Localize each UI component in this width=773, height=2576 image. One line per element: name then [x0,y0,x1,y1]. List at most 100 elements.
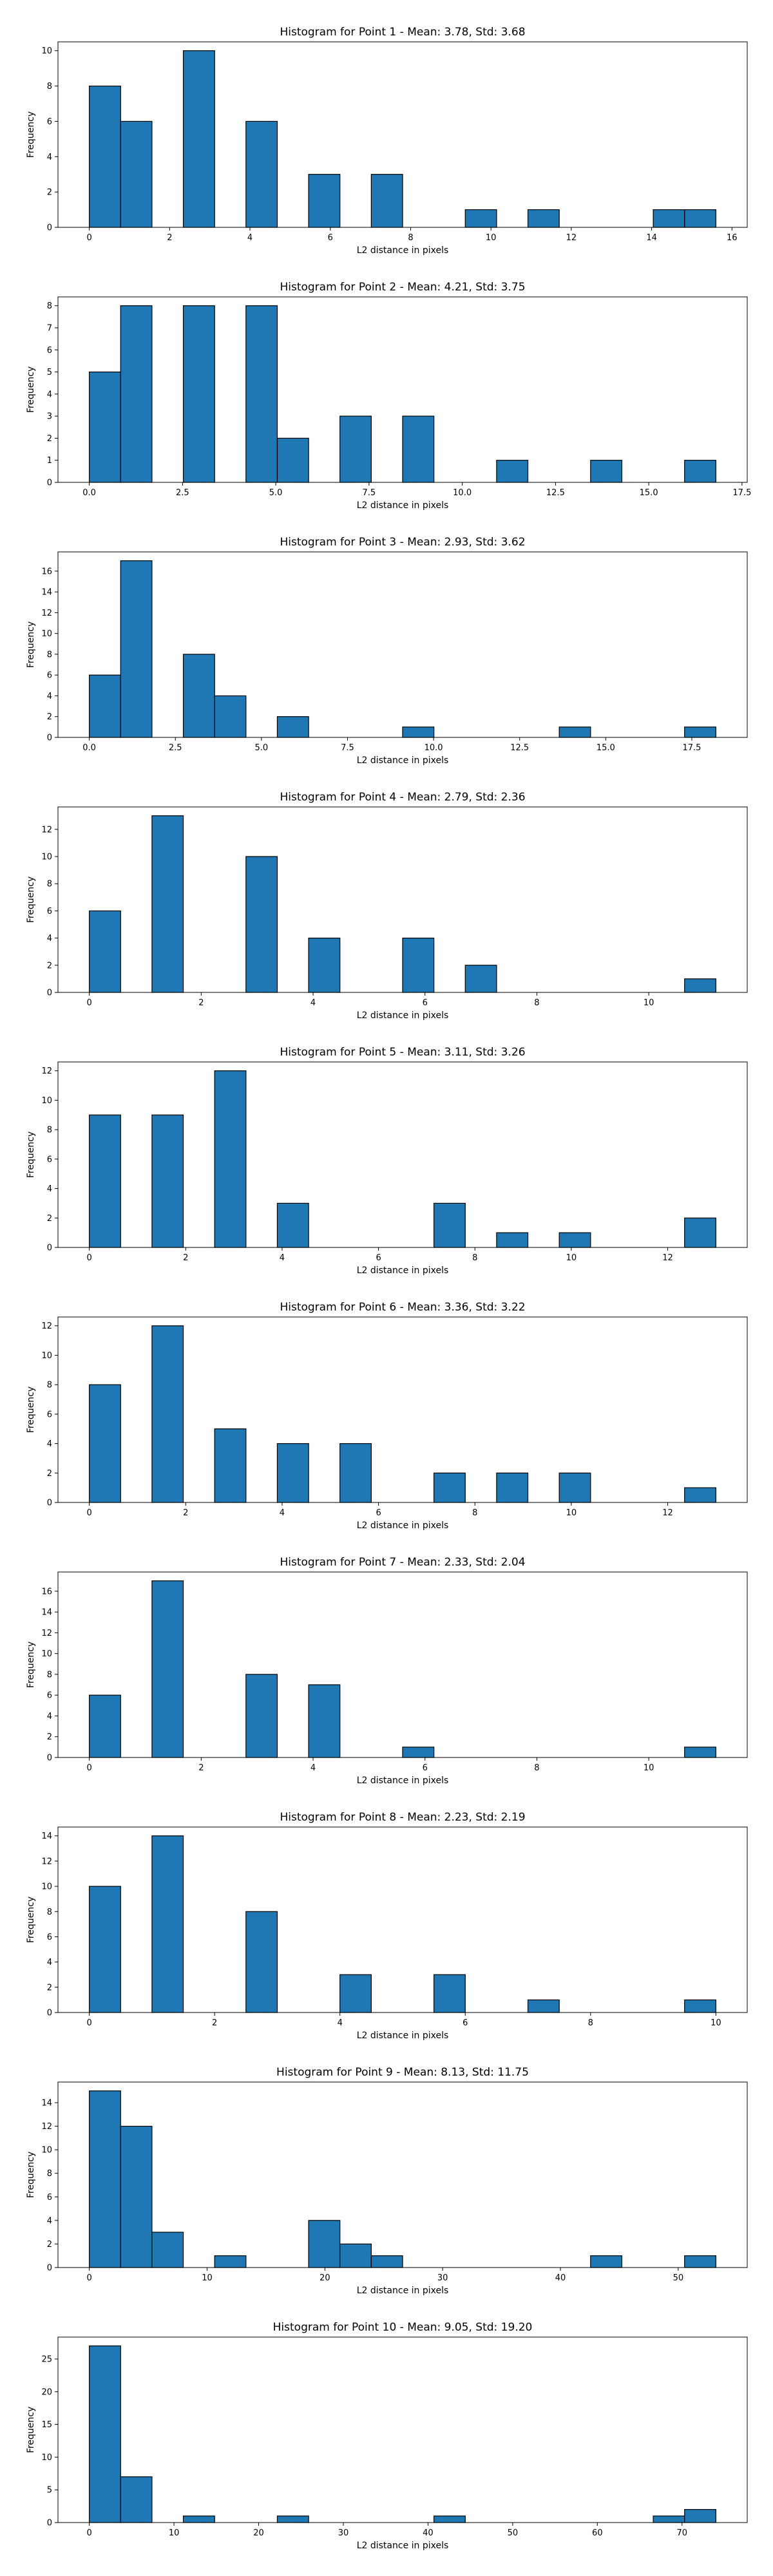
histogram-bar [89,371,121,483]
x-axis-label: L2 distance in pixels [357,2541,449,2551]
histogram-bar [496,1472,529,1503]
x-tick-label: 8 [408,233,413,243]
y-tick-label: 25 [41,2355,52,2365]
histogram-bar [558,726,591,738]
y-tick-label: 10 [41,46,52,56]
histogram-bar [89,910,121,993]
y-tick-label: 0 [47,1754,52,1763]
y-axis-label: Frequency [26,621,36,668]
x-tick-label: 8 [534,1763,539,1773]
axes-frame [57,1571,748,1758]
y-tick-label: 14 [41,1608,52,1618]
x-tick-label: 2 [183,1508,188,1518]
x-tick-label: 0.0 [82,488,96,498]
x-tick-label: 12 [662,1508,673,1518]
histogram-bar [496,460,529,483]
x-tick-label: 15.0 [640,488,658,498]
histogram-bar [527,209,560,228]
histogram-bar [590,2255,623,2268]
histogram-bar [434,1202,466,1248]
x-tick-label: 4 [310,1763,316,1773]
histogram-bar [527,1999,560,2013]
x-axis-label: L2 distance in pixels [357,500,449,511]
x-tick-label: 6 [376,1253,381,1263]
histogram-panel-5: Histogram for Point 5 - Mean: 3.11, Std:… [26,1046,748,1276]
histogram-panel-8: Histogram for Point 8 - Mean: 2.23, Std:… [26,1811,748,2041]
y-tick-label: 12 [41,2122,52,2132]
x-tick-label: 0 [86,1763,91,1773]
y-tick-label: 0 [47,2009,52,2018]
histogram-bar [89,1384,121,1503]
y-axis-label: Frequency [26,1642,36,1688]
histogram-bar [276,716,309,738]
histogram-panel-10: Histogram for Point 10 - Mean: 9.05, Std… [26,2321,748,2551]
y-axis-label: Frequency [26,876,36,923]
x-axis-label: L2 distance in pixels [357,755,449,766]
histogram-bar [89,2090,121,2268]
y-tick-label: 8 [47,2169,52,2179]
x-tick-label: 12 [566,233,577,243]
x-tick-label: 20 [253,2528,264,2538]
y-tick-label: 6 [47,2193,52,2202]
x-tick-label: 10 [202,2273,213,2283]
y-tick-label: 10 [41,1096,52,1106]
y-tick-label: 4 [47,1439,52,1449]
y-tick-label: 8 [47,82,52,91]
histogram-bar [151,1835,184,2013]
y-tick-label: 4 [47,153,52,162]
y-tick-label: 4 [47,2216,52,2226]
histogram-bar [558,1472,591,1503]
histogram-bar [402,1747,435,1758]
histogram-bar [89,1114,121,1248]
histogram-bar [653,209,685,228]
histogram-bar [151,815,184,993]
x-tick-label: 40 [555,2273,566,2283]
axes-frame [57,551,748,738]
histogram-bar [684,1999,716,2013]
x-tick-label: 8 [534,998,539,1008]
x-tick-label: 6 [423,1763,428,1773]
x-tick-label: 6 [463,2018,468,2028]
y-tick-label: 5 [47,2486,52,2496]
histogram-bar [558,1232,591,1248]
histogram-bar [402,938,435,993]
y-tick-label: 2 [47,2240,52,2249]
x-tick-label: 2.5 [176,488,189,498]
histogram-bar [89,1694,121,1758]
y-tick-label: 14 [41,1832,52,1841]
x-tick-label: 8 [588,2018,593,2028]
histogram-bar [276,1202,309,1248]
histogram-bar [245,305,278,483]
x-tick-label: 2 [198,998,204,1008]
histogram-bar [684,209,716,228]
y-tick-label: 14 [41,2099,52,2108]
histogram-bar [308,174,341,228]
y-tick-label: 0 [47,478,52,488]
x-tick-label: 4 [280,1508,285,1518]
axes-frame [57,806,748,993]
histogram-bar [402,726,435,738]
x-tick-label: 16 [727,233,738,243]
y-tick-label: 0 [47,2264,52,2273]
x-tick-label: 10 [486,233,497,243]
histogram-bar [308,2220,341,2268]
histogram-bar [684,1747,716,1758]
histogram-bar [276,1443,309,1503]
y-tick-label: 10 [41,853,52,862]
axes-frame [57,1061,748,1248]
y-tick-label: 2 [47,1983,52,1993]
y-tick-label: 3 [47,412,52,422]
x-tick-label: 60 [592,2528,603,2538]
y-tick-label: 4 [47,1958,52,1967]
histogram-bar [120,120,153,228]
x-axis-label: L2 distance in pixels [357,2031,449,2041]
y-axis-label: Frequency [26,2407,36,2453]
y-tick-label: 4 [47,1712,52,1721]
y-tick-label: 8 [47,650,52,659]
histogram-bar [89,2345,121,2523]
y-tick-label: 10 [41,2453,52,2463]
chart-title: Histogram for Point 10 - Mean: 9.05, Std… [273,2321,533,2334]
histogram-bar [464,209,497,228]
histogram-bar [370,174,403,228]
